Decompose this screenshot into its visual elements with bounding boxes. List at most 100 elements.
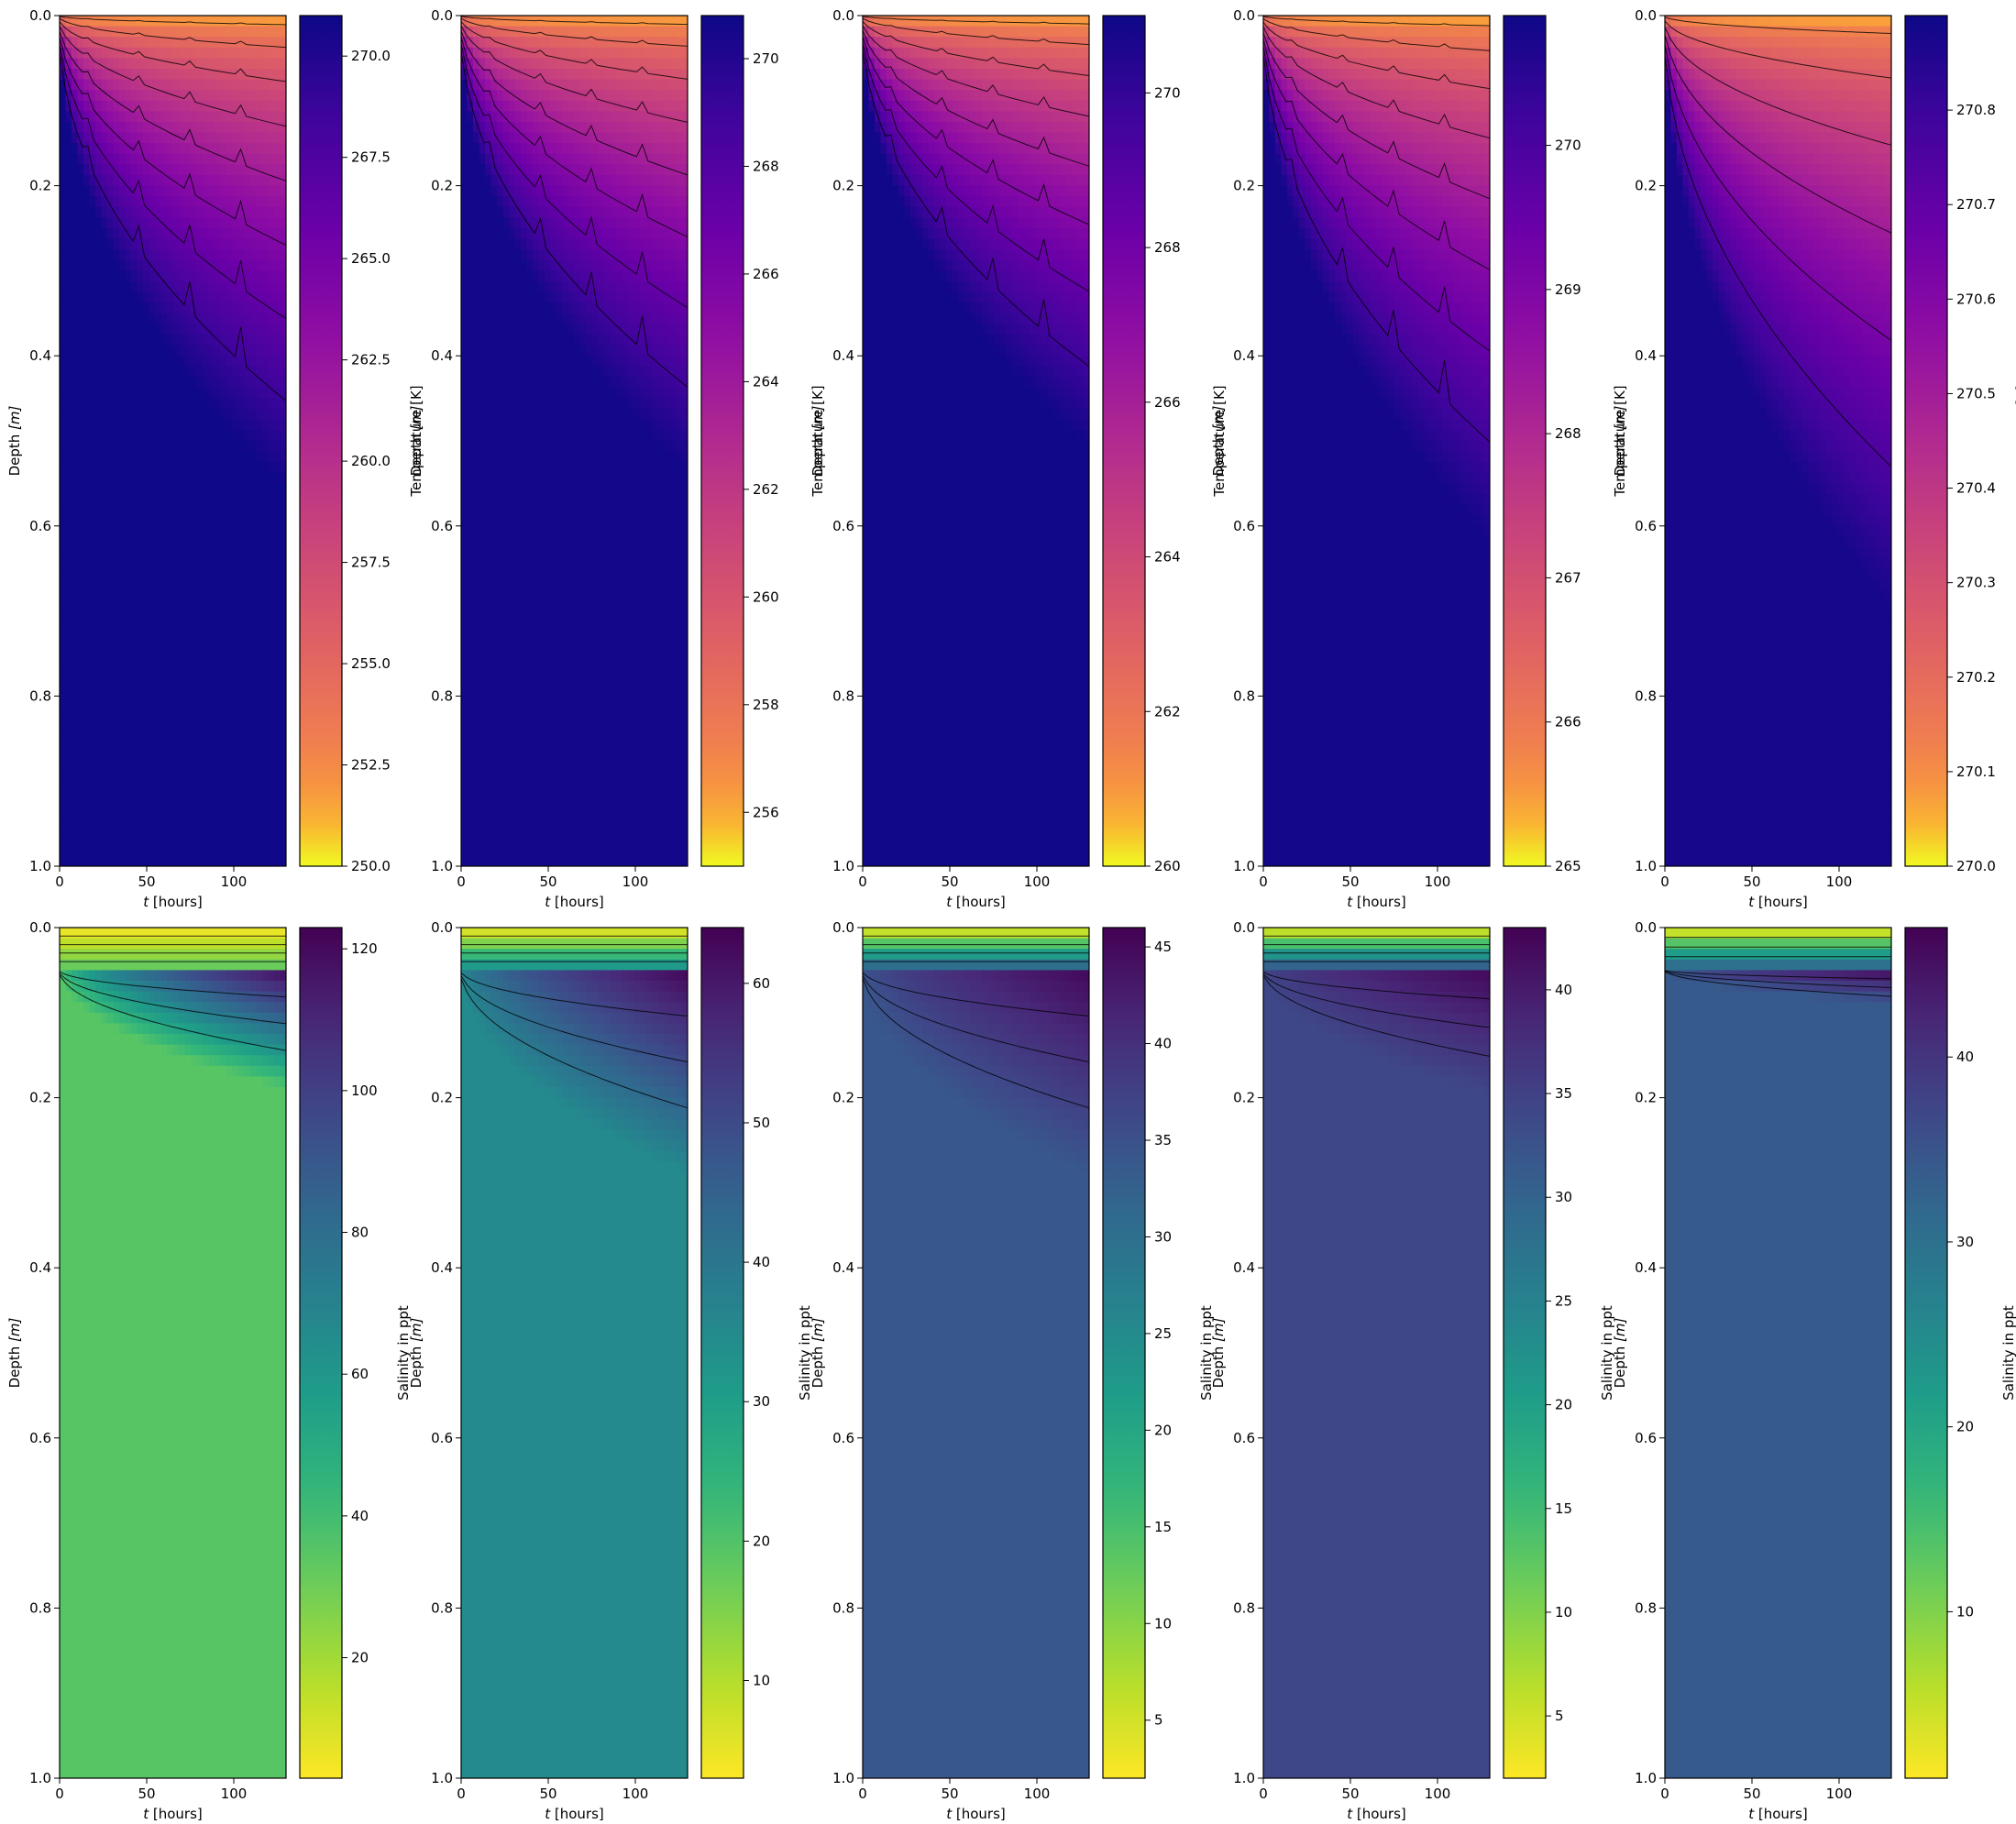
heatmap-cell <box>203 728 210 740</box>
heatmap-cell <box>262 610 270 622</box>
heatmap-cell <box>502 238 510 250</box>
heatmap-cell <box>461 781 468 793</box>
heatmap-cell <box>521 834 528 846</box>
heatmap-cell <box>521 164 528 176</box>
heatmap-cell <box>238 69 246 81</box>
heatmap-cell <box>526 16 534 27</box>
heatmap-cell <box>208 228 215 240</box>
heatmap-cell <box>137 26 144 38</box>
heatmap-cell <box>473 547 480 559</box>
heatmap-cell <box>149 291 156 303</box>
heatmap-cell <box>155 132 162 144</box>
heatmap-cell <box>497 855 504 866</box>
colorbar-tick-label: 270.0 <box>351 48 391 64</box>
heatmap-cell <box>119 632 127 643</box>
heatmap-cell <box>191 823 198 835</box>
heatmap-cell <box>538 834 545 846</box>
heatmap-cell <box>107 175 115 187</box>
heatmap-cell <box>60 16 67 27</box>
heatmap-cell <box>220 175 227 187</box>
heatmap-cell <box>485 621 492 633</box>
heatmap-cell <box>179 291 186 303</box>
heatmap-cell <box>280 111 286 123</box>
heatmap-cell <box>280 738 286 750</box>
heatmap-cell <box>556 47 564 59</box>
heatmap-cell <box>172 324 180 335</box>
heatmap-cell <box>514 462 522 474</box>
heatmap-cell <box>107 270 115 282</box>
heatmap-cell <box>220 760 227 772</box>
heatmap-cell <box>101 823 108 835</box>
heatmap-cell <box>143 441 150 453</box>
heatmap-cell <box>490 335 498 346</box>
heatmap-cell <box>533 175 540 187</box>
heatmap-cell <box>479 238 486 250</box>
heatmap-cell <box>203 654 210 665</box>
heatmap-cell <box>556 781 564 793</box>
heatmap-cell <box>215 504 222 516</box>
heatmap-cell <box>497 356 504 368</box>
heatmap-cell <box>461 90 468 102</box>
heatmap-cell <box>485 259 492 271</box>
heatmap-cell <box>143 122 150 134</box>
heatmap-cell <box>556 738 564 750</box>
heatmap-cell <box>232 270 239 282</box>
heatmap-cell <box>215 16 222 27</box>
heatmap-cell <box>256 802 263 814</box>
heatmap-cell <box>509 707 516 719</box>
heatmap-cell <box>137 324 144 335</box>
heatmap-cell <box>137 738 144 750</box>
heatmap-cell <box>485 515 492 527</box>
heatmap-cell <box>545 37 552 49</box>
heatmap-cell <box>238 515 246 527</box>
heatmap-cell <box>574 749 581 761</box>
heatmap-cell <box>479 175 486 187</box>
heatmap-field <box>60 16 286 866</box>
heatmap-cell <box>514 409 522 421</box>
heatmap-cell <box>256 728 263 740</box>
heatmap-cell <box>113 377 120 389</box>
heatmap-cell <box>95 16 103 27</box>
heatmap-cell <box>149 578 156 590</box>
heatmap-cell <box>131 589 138 601</box>
heatmap-cell <box>160 324 168 335</box>
heatmap-cell <box>568 728 576 740</box>
heatmap-cell <box>196 335 204 346</box>
heatmap-cell <box>196 291 204 303</box>
heatmap-cell <box>119 249 127 261</box>
heatmap-cell <box>461 313 468 324</box>
heatmap-cell <box>196 132 204 144</box>
heatmap-cell <box>556 760 564 772</box>
heatmap-cell <box>149 377 156 389</box>
heatmap-cell <box>160 462 168 474</box>
heatmap-cell <box>274 345 281 357</box>
heatmap-cell <box>107 664 115 676</box>
heatmap-cell <box>250 37 258 49</box>
heatmap-cell <box>538 335 545 346</box>
heatmap-cell <box>220 419 227 431</box>
heatmap-cell <box>89 654 96 665</box>
heatmap-cell <box>60 238 67 250</box>
heatmap-cell <box>574 791 581 803</box>
heatmap-cell <box>514 79 522 91</box>
heatmap-cell <box>131 717 138 729</box>
heatmap-cell <box>509 164 516 176</box>
heatmap-cell <box>167 589 174 601</box>
heatmap-cell <box>568 770 576 782</box>
heatmap-cell <box>550 600 557 612</box>
heatmap-cell <box>556 441 564 453</box>
heatmap-cell <box>545 515 552 527</box>
heatmap-cell <box>268 26 275 38</box>
heatmap-cell <box>521 621 528 633</box>
heatmap-cell <box>226 525 234 537</box>
heatmap-cell <box>232 578 239 590</box>
heatmap-cell <box>232 547 239 559</box>
heatmap-cell <box>131 738 138 750</box>
heatmap-cell <box>250 217 258 229</box>
heatmap-cell <box>232 335 239 346</box>
heatmap-cell <box>256 143 263 155</box>
heatmap-cell <box>568 16 576 27</box>
heatmap-cell <box>479 398 486 410</box>
heatmap-cell <box>238 441 246 453</box>
heatmap-cell <box>191 100 198 112</box>
